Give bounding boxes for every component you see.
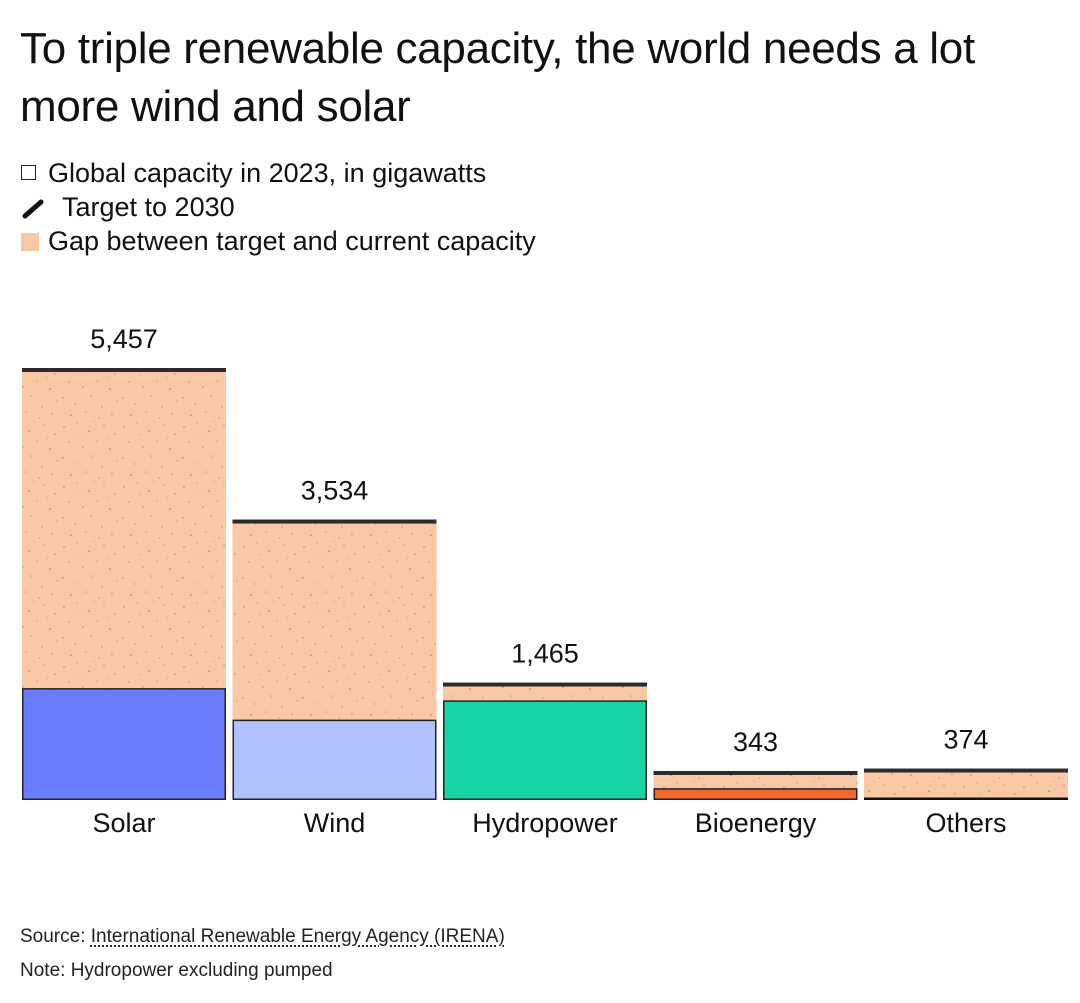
- source-link[interactable]: International Renewable Energy Agency (I…: [90, 926, 505, 947]
- target-value-label-others: 374: [943, 725, 988, 755]
- chart-title: To triple renewable capacity, the world …: [20, 24, 975, 131]
- capacity-bar-bioenergy: [653, 788, 858, 801]
- category-label-others: Others: [925, 808, 1006, 838]
- capacity-bar-wind: [232, 719, 437, 800]
- target-value-label-wind: 3,534: [301, 476, 369, 506]
- gap-swatch-icon: [21, 233, 39, 251]
- legend-capacity-label: Global capacity in 2023, in gigawatts: [48, 158, 487, 188]
- bar-chart: 5,457 Solar 3,534 Wind 1,465 Hydropower 343 Bio…: [22, 324, 1068, 838]
- category-label-hydropower: Hydropower: [472, 808, 618, 838]
- capacity-bar-others: [864, 797, 1068, 800]
- outline-square-icon: [21, 165, 36, 180]
- target-line-bioenergy: [653, 770, 858, 775]
- category-label-solar: Solar: [92, 808, 155, 838]
- target-value-label-solar: 5,457: [90, 324, 158, 354]
- note: Note: Hydropower excluding pumped: [20, 960, 333, 981]
- target-line-hydropower: [443, 682, 647, 687]
- target-line-solar: [22, 368, 226, 372]
- gap-bar-others: [864, 770, 1068, 800]
- capacity-bar-hydropower: [443, 700, 647, 800]
- capacity-bar-solar: [22, 688, 226, 801]
- target-line-icon: [22, 199, 44, 219]
- legend-gap-label: Gap between target and current capacity: [48, 226, 536, 256]
- target-value-label-bioenergy: 343: [733, 727, 778, 757]
- target-value-label-hydropower: 1,465: [511, 639, 579, 669]
- target-line-others: [864, 768, 1068, 773]
- source: Source: International Renewable Energy A…: [20, 926, 505, 948]
- target-line-wind: [232, 519, 437, 524]
- category-label-bioenergy: Bioenergy: [695, 808, 817, 838]
- source-label: Source:: [20, 926, 86, 947]
- category-label-wind: Wind: [304, 808, 366, 838]
- legend-target-label: Target to 2030: [62, 192, 235, 222]
